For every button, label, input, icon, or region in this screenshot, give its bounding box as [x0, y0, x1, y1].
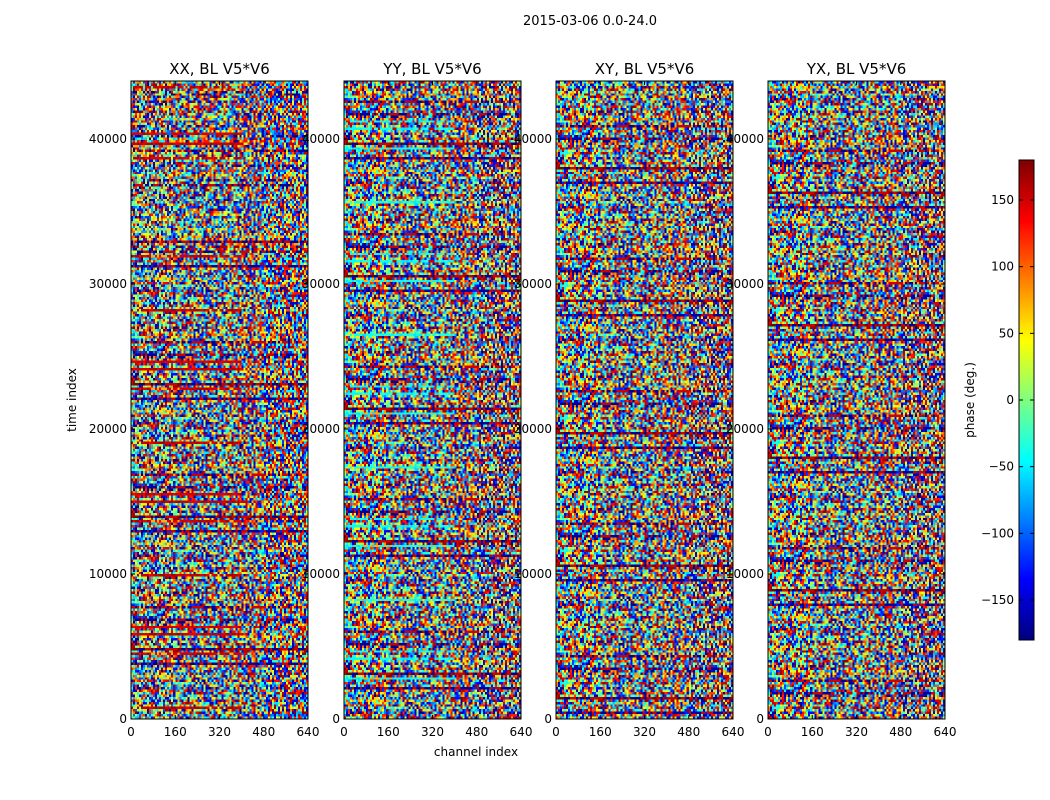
- y-tick-label: 40000: [726, 132, 764, 146]
- x-tick-label: 480: [677, 725, 700, 739]
- y-tick-label: 30000: [514, 277, 552, 291]
- x-tick-label: 0: [340, 725, 348, 739]
- y-tick-label: 10000: [726, 567, 764, 581]
- x-tick-label: 160: [377, 725, 400, 739]
- y-tick-label: 40000: [302, 132, 340, 146]
- heatmap-raster-3: [556, 81, 733, 719]
- y-tick-label: 0: [544, 712, 552, 726]
- x-tick-label: 320: [845, 725, 868, 739]
- colorbar-tick-label: 150: [991, 193, 1014, 207]
- panel-title-2: YY, BL V5*V6: [382, 60, 481, 78]
- y-tick-label: 20000: [302, 422, 340, 436]
- x-tick-label: 320: [208, 725, 231, 739]
- y-tick-label: 0: [119, 712, 127, 726]
- x-axis-label: channel index: [434, 745, 518, 759]
- x-tick-label: 160: [801, 725, 824, 739]
- x-tick-label: 640: [297, 725, 320, 739]
- y-tick-label: 40000: [514, 132, 552, 146]
- y-tick-label: 10000: [89, 567, 127, 581]
- panel-frame-1: [130, 80, 309, 720]
- y-tick-label: 30000: [89, 277, 127, 291]
- colorbar-tick-label: −150: [981, 593, 1014, 607]
- heatmap-raster-1: [131, 81, 308, 719]
- x-tick-label: 480: [889, 725, 912, 739]
- y-tick-label: 20000: [89, 422, 127, 436]
- y-tick-label: 30000: [302, 277, 340, 291]
- x-tick-label: 480: [465, 725, 488, 739]
- y-tick-label: 20000: [726, 422, 764, 436]
- x-tick-label: 640: [722, 725, 745, 739]
- x-tick-label: 0: [764, 725, 772, 739]
- y-tick-label: 30000: [726, 277, 764, 291]
- colorbar-tick-label: 0: [1006, 393, 1014, 407]
- x-tick-label: 0: [127, 725, 135, 739]
- panel-frame-3: [555, 80, 734, 720]
- y-tick-label: 10000: [302, 567, 340, 581]
- colorbar-tick-label: 100: [991, 260, 1014, 274]
- colorbar-tick-label: 50: [999, 326, 1014, 340]
- y-axis-label: time index: [65, 368, 79, 432]
- y-tick-label: 0: [332, 712, 340, 726]
- colorbar-label: phase (deg.): [963, 362, 977, 438]
- panel-frame-4: [767, 80, 946, 720]
- panel-frame-2: [343, 80, 522, 720]
- panel-title-1: XX, BL V5*V6: [169, 60, 270, 78]
- panel-title-3: XY, BL V5*V6: [595, 60, 695, 78]
- figure-title: 2015-03-06 0.0-24.0: [523, 14, 657, 29]
- x-tick-label: 320: [421, 725, 444, 739]
- x-tick-label: 480: [252, 725, 275, 739]
- panel-title-4: YX, BL V5*V6: [806, 60, 907, 78]
- x-tick-label: 160: [164, 725, 187, 739]
- y-tick-label: 40000: [89, 132, 127, 146]
- colorbar-tick-label: −100: [981, 526, 1014, 540]
- x-tick-label: 160: [589, 725, 612, 739]
- x-tick-label: 640: [510, 725, 533, 739]
- heatmap-raster-4: [768, 81, 945, 719]
- x-tick-label: 640: [934, 725, 957, 739]
- heatmap-raster-2: [344, 81, 521, 719]
- y-tick-label: 0: [756, 712, 764, 726]
- y-tick-label: 10000: [514, 567, 552, 581]
- y-tick-label: 20000: [514, 422, 552, 436]
- colorbar-tick-label: −50: [989, 460, 1014, 474]
- x-tick-label: 0: [552, 725, 560, 739]
- colorbar-gradient: [1019, 160, 1034, 640]
- x-tick-label: 320: [633, 725, 656, 739]
